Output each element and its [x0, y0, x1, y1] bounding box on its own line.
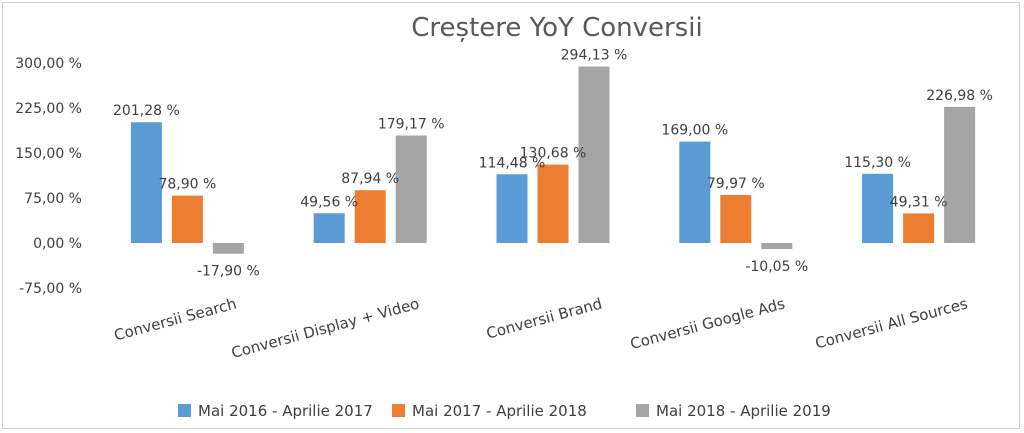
legend-swatch: [392, 404, 405, 417]
data-label: 226,98 %: [926, 88, 993, 104]
bar: [212, 243, 244, 254]
y-tick-label: 150,00 %: [15, 146, 82, 162]
category-label: Conversii Google Ads: [628, 294, 787, 353]
y-tick-label: 75,00 %: [24, 191, 82, 207]
bar: [862, 173, 894, 243]
chart-title: Creștere YoY Conversii: [411, 13, 702, 43]
bar: [679, 141, 711, 243]
bar: [944, 106, 976, 243]
data-label: 169,00 %: [661, 123, 728, 139]
bar: [313, 213, 345, 243]
category-label: Conversii All Sources: [813, 294, 970, 352]
bar: [171, 195, 203, 243]
data-label: 179,17 %: [378, 116, 445, 132]
data-label: 114,48 %: [479, 155, 546, 171]
bar: [578, 66, 610, 243]
data-label: 201,28 %: [113, 103, 180, 119]
legend-swatch: [178, 404, 191, 417]
data-label: 49,56 %: [300, 194, 358, 210]
data-label: 79,97 %: [707, 176, 765, 192]
data-label: -10,05 %: [745, 259, 808, 275]
category-label: Conversii Search: [112, 294, 238, 344]
y-tick-label: 0,00 %: [33, 236, 82, 252]
data-label: 49,31 %: [890, 194, 948, 210]
y-tick-label: 225,00 %: [15, 101, 82, 117]
data-label: -17,90 %: [197, 264, 260, 280]
y-tick-label: -75,00 %: [19, 281, 82, 297]
bar: [496, 174, 528, 243]
legend-label: Mai 2017 - Aprilie 2018: [412, 402, 587, 420]
data-label: 115,30 %: [844, 155, 911, 171]
category-label: Conversii Display + Video: [229, 294, 421, 362]
data-label: 78,90 %: [158, 177, 216, 193]
legend-swatch: [636, 404, 649, 417]
bar: [130, 122, 162, 243]
bar: [354, 190, 386, 243]
bar: [761, 243, 793, 250]
bar: [395, 135, 427, 243]
category-label: Conversii Brand: [484, 294, 604, 342]
data-label: 130,68 %: [520, 146, 587, 162]
y-tick-label: 300,00 %: [15, 56, 82, 72]
data-label: 87,94 %: [341, 171, 399, 187]
bar: [537, 164, 569, 243]
data-label: 294,13 %: [561, 48, 628, 64]
legend-label: Mai 2018 - Aprilie 2019: [656, 402, 831, 420]
bar: [903, 213, 935, 243]
legend-label: Mai 2016 - Aprilie 2017: [198, 402, 373, 420]
bar: [720, 195, 752, 243]
